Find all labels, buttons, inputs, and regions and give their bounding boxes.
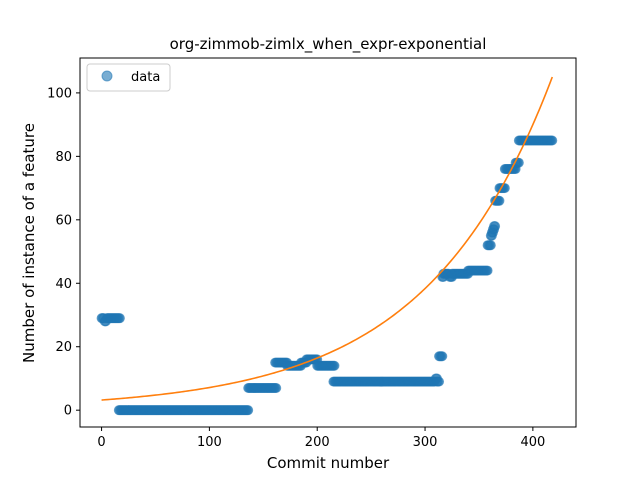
x-tick-label: 0 (97, 435, 105, 450)
y-axis-label: Number of instance of a feature (20, 123, 38, 363)
legend-marker (101, 70, 113, 82)
y-tick-label: 20 (55, 340, 72, 355)
chart-title: org-zimmob-zimlx_when_expr-exponential (170, 35, 487, 54)
legend-label: data (131, 70, 160, 85)
axes-frame (79, 57, 577, 428)
x-tick-label: 200 (305, 435, 330, 450)
legend: data (86, 63, 171, 92)
y-tick-label: 60 (55, 213, 72, 228)
x-tick-label: 100 (197, 435, 222, 450)
data-point (482, 265, 493, 276)
data-point (547, 135, 558, 146)
y-tick-label: 100 (47, 86, 72, 101)
data-point (490, 221, 501, 232)
x-tick-label: 400 (520, 435, 545, 450)
data-point (437, 351, 448, 362)
plot-area (96, 76, 558, 416)
y-tick-label: 0 (64, 404, 72, 419)
axis-ticks: 0 100 200 300 400 0 20 40 60 80 100 (47, 86, 545, 450)
x-axis-label: Commit number (267, 454, 390, 472)
y-tick-label: 40 (55, 277, 72, 292)
data-point (271, 382, 282, 393)
data-point (494, 195, 505, 206)
data-point (485, 240, 496, 251)
x-tick-label: 300 (413, 435, 438, 450)
data-point (434, 376, 445, 387)
y-tick-label: 80 (55, 150, 72, 165)
data-point (114, 313, 125, 324)
data-point (329, 360, 340, 371)
fit-line (101, 76, 554, 401)
data-point (243, 405, 254, 416)
